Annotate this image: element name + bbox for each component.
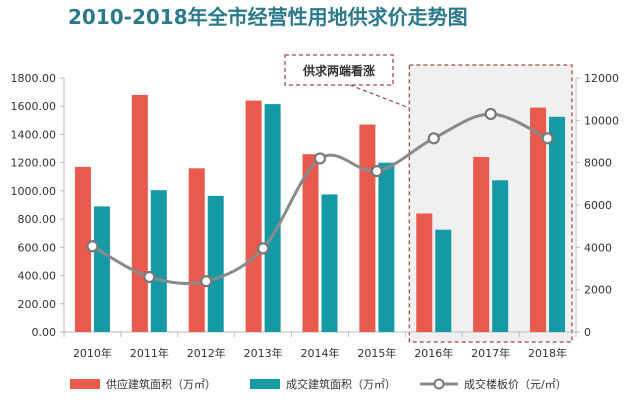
bar-supply: [359, 124, 376, 332]
y-left-tick-label: 600.00: [18, 241, 57, 254]
legend-swatch-supply: [70, 379, 100, 389]
x-tick-label: 2013年: [244, 346, 283, 360]
bar-deal: [264, 104, 281, 332]
y-left-tick-label: 400.00: [18, 270, 57, 283]
legend-swatch-deal: [250, 379, 280, 389]
x-tick-label: 2017年: [471, 346, 510, 360]
y-right-tick-label: 4000: [584, 241, 612, 254]
bar-supply: [245, 100, 262, 332]
price-point: [313, 152, 327, 165]
annotation-connector: [349, 84, 410, 109]
bar-supply: [530, 107, 547, 332]
x-tick-label: 2012年: [187, 346, 226, 360]
price-point: [370, 165, 383, 178]
bar-supply: [131, 94, 148, 332]
price-point: [484, 107, 497, 121]
x-tick-label: 2018年: [528, 346, 567, 360]
bar-supply: [302, 154, 319, 332]
bar-deal: [93, 206, 110, 332]
chart-title: 2010-2018年全市经营性用地供求价走势图: [68, 5, 468, 29]
highlight-region: [408, 64, 573, 343]
y-left-tick-label: 1600.00: [11, 100, 57, 113]
annotation-text: 供求两端看涨: [302, 63, 375, 78]
y-right-tick-label: 8000: [584, 157, 612, 170]
x-tick-label: 2011年: [130, 346, 169, 360]
bar-supply: [473, 157, 490, 332]
y-left-tick-label: 1400.00: [11, 128, 57, 141]
bar-deal: [321, 194, 338, 332]
y-left-tick-label: 800.00: [18, 213, 57, 226]
x-tick-label: 2014年: [301, 346, 340, 360]
x-tick-label: 2010年: [73, 346, 112, 360]
price-point: [86, 240, 99, 253]
y-right-tick-label: 12000: [584, 72, 619, 85]
bar-supply: [188, 168, 205, 332]
y-right-tick-label: 6000: [584, 199, 612, 212]
bar-deal: [378, 162, 395, 332]
bar-deal: [435, 229, 452, 332]
legend-label-supply: 供应建筑面积（万㎡）: [106, 377, 216, 391]
y-right-tick-label: 0: [584, 326, 591, 339]
price-point: [143, 270, 156, 284]
price-point: [427, 132, 440, 145]
price-point: [200, 275, 213, 288]
y-right-tick-label: 10000: [584, 114, 619, 127]
price-point: [257, 242, 270, 255]
y-left-tick-label: 1200.00: [11, 157, 57, 170]
bar-deal: [492, 180, 509, 332]
legend-marker-price: [433, 378, 445, 390]
price-point: [541, 132, 554, 145]
x-tick-label: 2016年: [414, 346, 453, 360]
legend-label-deal: 成交建筑面积（万㎡）: [286, 377, 396, 391]
y-left-tick-label: 1000.00: [11, 185, 57, 198]
y-left-tick-label: 1800.00: [11, 72, 57, 85]
legend-label-price: 成交楼板价（元/㎡）: [464, 377, 567, 391]
x-tick-label: 2015年: [357, 346, 396, 360]
y-left-tick-label: 200.00: [18, 298, 57, 311]
bar-deal: [549, 116, 566, 332]
bar-supply: [74, 166, 91, 332]
bar-deal: [207, 195, 224, 332]
y-left-tick-label: 0.00: [32, 326, 57, 339]
annotation-box: [284, 54, 394, 86]
bar-supply: [416, 213, 433, 332]
y-right-tick-label: 2000: [584, 284, 612, 297]
bar-deal: [150, 190, 167, 332]
